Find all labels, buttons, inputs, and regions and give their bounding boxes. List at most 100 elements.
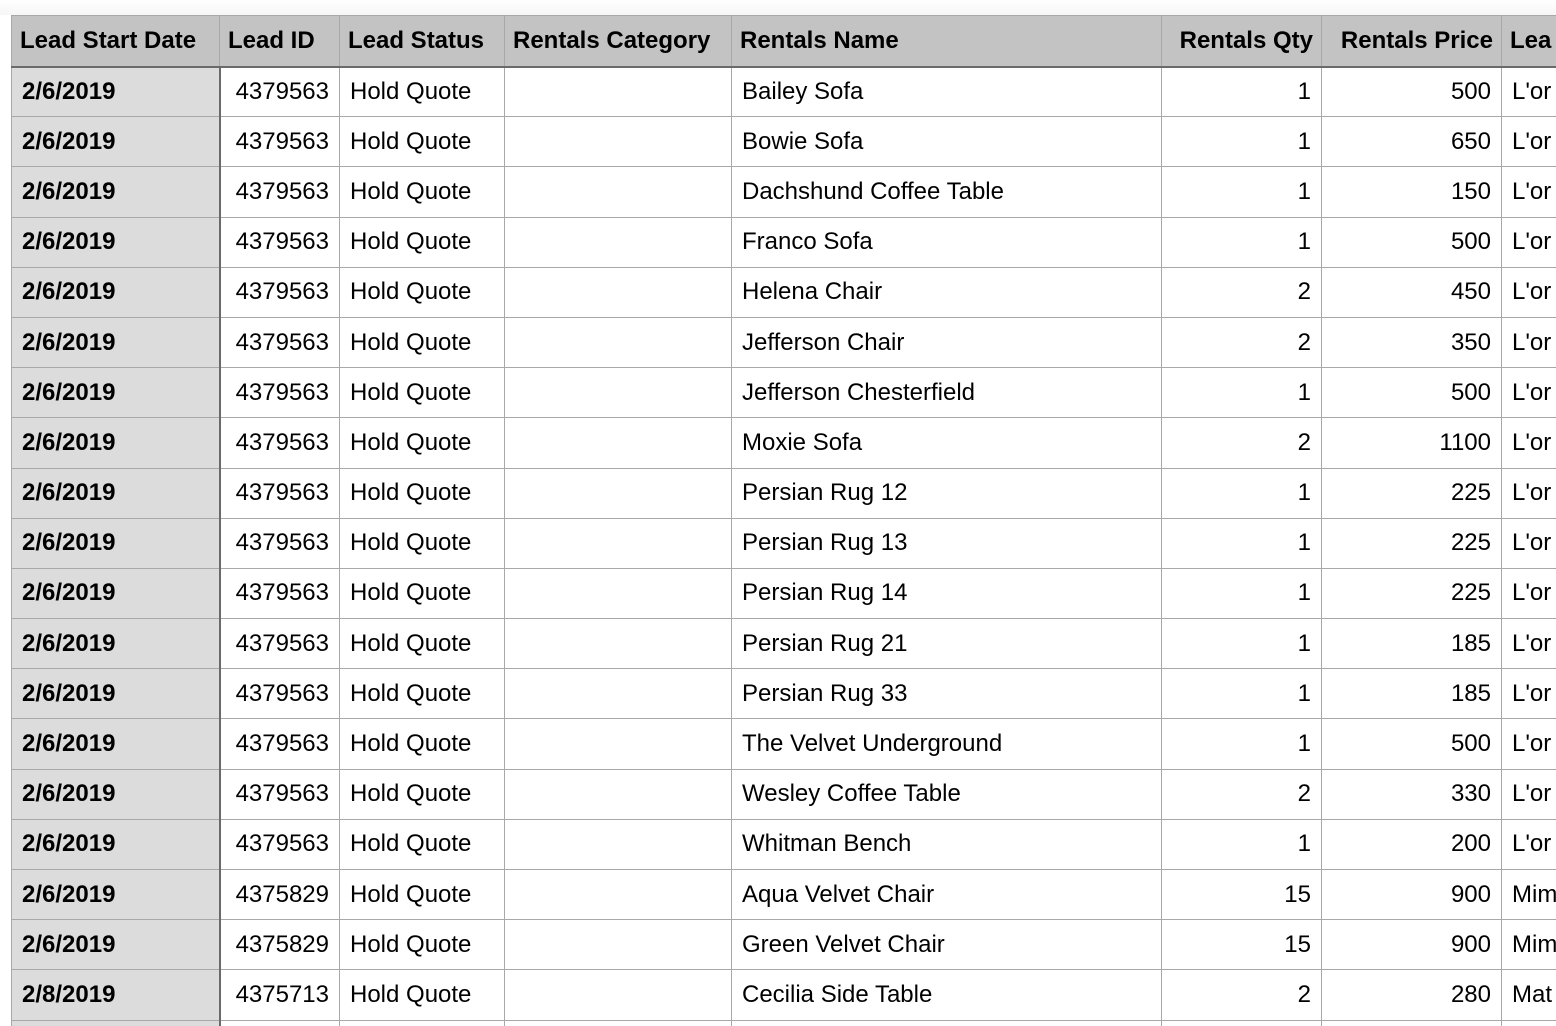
cell-lead-status[interactable]: Hold Quote	[339, 567, 505, 620]
cell-lead-start-date[interactable]: 2/6/2019	[11, 868, 221, 921]
cell-lead-start-date[interactable]: 2/6/2019	[11, 718, 221, 770]
cell-rentals-category[interactable]	[504, 166, 732, 218]
cell-lead-start-date[interactable]: 2/6/2019	[11, 768, 221, 820]
cell-rentals-price[interactable]: 200	[1321, 818, 1502, 871]
cell-lead-start-date[interactable]: 2/6/2019	[11, 166, 221, 218]
cell-rentals-name[interactable]: Persian Rug 14	[731, 567, 1162, 620]
cell-rentals-category[interactable]	[504, 919, 732, 971]
cell-lead-status[interactable]: Hold Quote	[339, 116, 505, 168]
cell-rentals-price[interactable]: 280	[1321, 969, 1502, 1021]
cell-lead-id[interactable]: 4379563	[219, 417, 340, 469]
cell-lead-extra[interactable]: L'or	[1501, 316, 1556, 369]
cell-lead-start-date[interactable]	[11, 1019, 221, 1026]
cell-lead-id[interactable]: 4379563	[219, 618, 340, 670]
cell-rentals-name[interactable]: Cecilia Side Table	[731, 969, 1162, 1021]
cell-rentals-category[interactable]	[504, 517, 732, 569]
cell-lead-id[interactable]: 4375829	[219, 868, 340, 921]
cell-rentals-price[interactable]: 350	[1321, 316, 1502, 369]
cell-lead-extra[interactable]: L'or	[1501, 65, 1556, 118]
cell-lead-start-date[interactable]: 2/6/2019	[11, 618, 221, 670]
cell-rentals-name[interactable]: Persian Rug 33	[731, 668, 1162, 720]
cell-lead-extra[interactable]: L'or	[1501, 216, 1556, 268]
cell-lead-start-date[interactable]: 2/6/2019	[11, 266, 221, 318]
cell-rentals-name[interactable]: Bailey Sofa	[731, 65, 1162, 118]
cell-rentals-qty[interactable]: 1	[1161, 116, 1322, 168]
cell-rentals-name[interactable]: Bowie Sofa	[731, 116, 1162, 168]
cell-rentals-name[interactable]: Persian Rug 12	[731, 467, 1162, 519]
cell-rentals-category[interactable]	[504, 718, 732, 770]
cell-lead-id[interactable]: 4379563	[219, 367, 340, 419]
cell-rentals-price[interactable]: 225	[1321, 467, 1502, 519]
cell-lead-id[interactable]: 4379563	[219, 517, 340, 569]
cell-lead-status[interactable]: Hold Quote	[339, 65, 505, 118]
cell-rentals-price[interactable]: 900	[1321, 868, 1502, 921]
cell-lead-extra[interactable]: L'or	[1501, 668, 1556, 720]
cell-lead-status[interactable]: Hold Quote	[339, 266, 505, 318]
cell-rentals-category[interactable]	[504, 969, 732, 1021]
cell-lead-start-date[interactable]: 2/6/2019	[11, 517, 221, 569]
cell-lead-status[interactable]: Hold Quote	[339, 818, 505, 871]
cell-rentals-category[interactable]	[504, 668, 732, 720]
cell-rentals-category[interactable]	[504, 1019, 732, 1026]
cell-lead-status[interactable]: Hold Quote	[339, 216, 505, 268]
cell-lead-start-date[interactable]: 2/6/2019	[11, 216, 221, 268]
cell-rentals-qty[interactable]: 2	[1161, 417, 1322, 469]
cell-rentals-name[interactable]: Wesley Coffee Table	[731, 768, 1162, 820]
cell-lead-start-date[interactable]: 2/6/2019	[11, 116, 221, 168]
cell-lead-extra[interactable]: L'or	[1501, 367, 1556, 419]
cell-rentals-category[interactable]	[504, 266, 732, 318]
cell-rentals-qty[interactable]: 1	[1161, 618, 1322, 670]
cell-rentals-name[interactable]	[731, 1019, 1162, 1026]
column-header-lead-start-date[interactable]: Lead Start Date	[11, 15, 220, 68]
cell-lead-extra[interactable]: L'or	[1501, 618, 1556, 670]
cell-lead-start-date[interactable]: 2/8/2019	[11, 969, 221, 1021]
column-header-rentals-category[interactable]: Rentals Category	[504, 15, 732, 68]
cell-lead-status[interactable]: Hold Quote	[339, 367, 505, 419]
cell-rentals-price[interactable]: 450	[1321, 266, 1502, 318]
cell-lead-status[interactable]: Hold Quote	[339, 768, 505, 820]
cell-rentals-qty[interactable]: 2	[1161, 768, 1322, 820]
cell-rentals-name[interactable]: Helena Chair	[731, 266, 1162, 318]
cell-rentals-name[interactable]: Whitman Bench	[731, 818, 1162, 871]
cell-rentals-name[interactable]: Persian Rug 13	[731, 517, 1162, 569]
cell-lead-extra[interactable]: L'or	[1501, 467, 1556, 519]
cell-rentals-qty[interactable]: 1	[1161, 567, 1322, 620]
cell-lead-id[interactable]: 4379563	[219, 216, 340, 268]
cell-rentals-qty[interactable]	[1161, 1019, 1322, 1026]
cell-rentals-qty[interactable]: 2	[1161, 969, 1322, 1021]
cell-lead-status[interactable]: Hold Quote	[339, 417, 505, 469]
cell-rentals-price[interactable]: 500	[1321, 718, 1502, 770]
cell-lead-id[interactable]: 4375829	[219, 919, 340, 971]
cell-rentals-qty[interactable]: 1	[1161, 65, 1322, 118]
cell-rentals-name[interactable]: Jefferson Chair	[731, 316, 1162, 369]
cell-lead-extra[interactable]: L'or	[1501, 266, 1556, 318]
cell-rentals-name[interactable]: Aqua Velvet Chair	[731, 868, 1162, 921]
column-header-lead-status[interactable]: Lead Status	[339, 15, 505, 68]
cell-rentals-qty[interactable]: 1	[1161, 166, 1322, 218]
cell-lead-start-date[interactable]: 2/6/2019	[11, 818, 221, 871]
cell-rentals-price[interactable]: 900	[1321, 919, 1502, 971]
cell-lead-id[interactable]: 4379563	[219, 316, 340, 369]
cell-rentals-qty[interactable]: 1	[1161, 467, 1322, 519]
cell-rentals-price[interactable]: 650	[1321, 116, 1502, 168]
cell-lead-start-date[interactable]: 2/6/2019	[11, 316, 221, 369]
cell-lead-id[interactable]	[219, 1019, 340, 1026]
column-header-lead-extra[interactable]: Lea	[1501, 15, 1556, 68]
cell-lead-extra[interactable]	[1501, 1019, 1556, 1026]
cell-lead-id[interactable]: 4379563	[219, 718, 340, 770]
cell-rentals-name[interactable]: Jefferson Chesterfield	[731, 367, 1162, 419]
cell-rentals-category[interactable]	[504, 768, 732, 820]
cell-rentals-qty[interactable]: 1	[1161, 818, 1322, 871]
cell-lead-id[interactable]: 4379563	[219, 818, 340, 871]
cell-lead-start-date[interactable]: 2/6/2019	[11, 367, 221, 419]
cell-lead-status[interactable]: Hold Quote	[339, 668, 505, 720]
cell-lead-start-date[interactable]: 2/6/2019	[11, 668, 221, 720]
cell-lead-id[interactable]: 4379563	[219, 266, 340, 318]
cell-rentals-price[interactable]: 1100	[1321, 417, 1502, 469]
cell-lead-start-date[interactable]: 2/6/2019	[11, 467, 221, 519]
cell-rentals-name[interactable]: Green Velvet Chair	[731, 919, 1162, 971]
cell-lead-extra[interactable]: Mim	[1501, 919, 1556, 971]
cell-rentals-name[interactable]: The Velvet Underground	[731, 718, 1162, 770]
cell-lead-id[interactable]: 4379563	[219, 668, 340, 720]
cell-rentals-category[interactable]	[504, 116, 732, 168]
